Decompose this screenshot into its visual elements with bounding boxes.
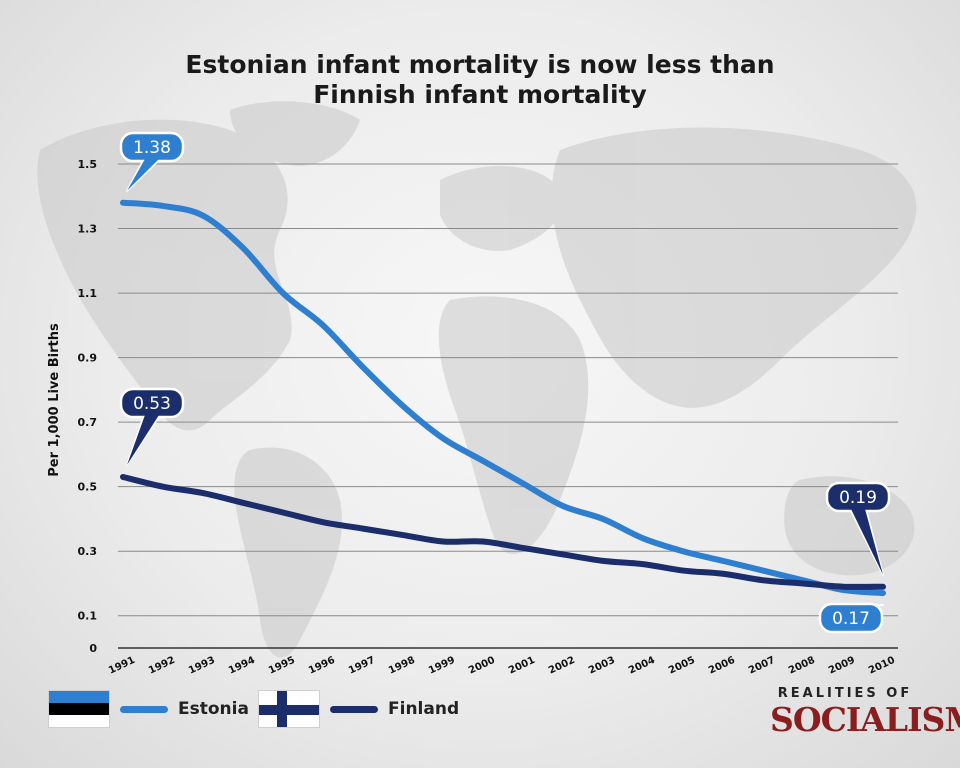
y-tick-label: 1.3 — [78, 223, 98, 236]
x-tick-label: 1997 — [347, 655, 377, 677]
legend-estonia-label: Estonia — [178, 699, 249, 719]
x-tick-label: 2010 — [867, 655, 897, 677]
x-tick-label: 2008 — [787, 655, 817, 677]
callout-label: 0.53 — [133, 394, 171, 414]
y-tick-label: 0.7 — [78, 416, 98, 429]
callout-label: 0.17 — [832, 609, 870, 629]
chart-title-line-2: Finnish infant mortality — [313, 80, 647, 109]
legend-finland-label: Finland — [388, 699, 460, 719]
chart-title: Estonian infant mortality is now less th… — [0, 50, 960, 110]
finland-line-swatch — [330, 705, 378, 713]
estonia-line-swatch — [120, 705, 168, 713]
x-tick-label: 1999 — [427, 655, 457, 677]
x-tick-label: 1993 — [187, 655, 217, 677]
legend-estonia: Estonia — [48, 689, 249, 729]
callout-label: 1.38 — [133, 138, 171, 158]
legend-finland: Finland — [258, 689, 459, 729]
x-tick-label: 2006 — [707, 655, 737, 677]
x-tick-label: 2007 — [747, 655, 777, 677]
x-tick-label: 2002 — [547, 655, 577, 677]
x-tick-label: 1994 — [227, 655, 257, 677]
callout-label: 0.19 — [839, 488, 877, 508]
brand-tagline: REALITIES OF — [777, 686, 913, 701]
y-tick-label: 0.9 — [78, 352, 98, 365]
y-tick-label: 0.5 — [78, 481, 98, 494]
x-tick-label: 1991 — [107, 655, 137, 677]
x-tick-label: 2003 — [587, 655, 617, 677]
x-tick-label: 1992 — [147, 655, 177, 677]
y-tick-label: 0.1 — [78, 610, 98, 623]
x-tick-label: 1996 — [307, 655, 337, 677]
callout-finland-1: 0.53 — [119, 387, 185, 466]
y-tick-label: 1.1 — [78, 287, 98, 300]
y-tick-label: 0.3 — [78, 545, 98, 558]
y-tick-label: 1.5 — [78, 158, 98, 171]
y-tick-label: 0 — [89, 642, 97, 655]
x-tick-label: 2001 — [507, 655, 537, 677]
callout-finland-2: 0.19 — [825, 481, 891, 576]
series-line-estonia — [120, 199, 886, 597]
x-tick-label: 2004 — [627, 655, 657, 677]
callout-estonia-3: 0.17 — [818, 602, 884, 634]
estonia-flag-icon — [48, 690, 110, 728]
x-tick-label: 2009 — [827, 655, 857, 677]
callout-estonia-0: 1.38 — [119, 131, 185, 192]
series-line-finland — [120, 473, 886, 590]
chart-title-line-1: Estonian infant mortality is now less th… — [185, 50, 775, 79]
y-axis-label: Per 1,000 Live Births — [47, 323, 62, 477]
finland-flag-icon — [258, 690, 320, 728]
brand-logo: SOCIALISM — [770, 700, 960, 739]
world-map-background — [37, 101, 917, 658]
x-tick-label: 2005 — [667, 655, 697, 677]
x-tick-label: 1998 — [387, 655, 417, 677]
x-tick-label: 1995 — [267, 655, 297, 677]
x-tick-label: 2000 — [467, 655, 497, 677]
